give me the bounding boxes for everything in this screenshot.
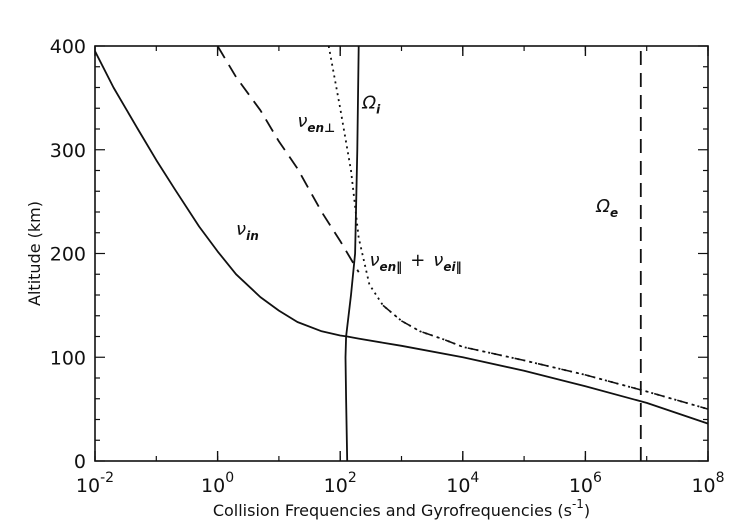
label-nu_en_par_plus_nu_ei_par: νen‖ + νei‖ (369, 250, 461, 274)
x-axis: 10-2 100 102 104 106 108 (76, 46, 725, 497)
x-tick-label: 104 (446, 470, 479, 497)
x-tick-label: 108 (691, 470, 724, 497)
label-Omega_i: Ωi (361, 92, 381, 116)
y-tick-label: 100 (50, 347, 86, 369)
plot-frame (94, 45, 709, 462)
series-Omega_i (344, 45, 360, 462)
label-Omega_e: Ωe (595, 196, 618, 220)
x-tick-label: 100 (201, 470, 234, 497)
series-nu-en-par-dashdot (382, 304, 709, 410)
series-nu_in (94, 50, 709, 425)
plot-border (94, 45, 709, 462)
y-tick-label: 400 (50, 36, 86, 58)
y-axis-title: Altitude (km) (25, 201, 44, 306)
x-tick-label: 10-2 (76, 470, 114, 497)
x-tick-label: 102 (324, 470, 357, 497)
y-tick-label: 300 (50, 140, 86, 162)
x-tick-label: 106 (569, 470, 602, 497)
y-axis: 0 100 200 300 400 (50, 36, 708, 473)
curve-labels: νin νen⊥ νen‖ + νei‖ Ωi Ωe (236, 92, 618, 274)
curves (94, 45, 709, 462)
label-nu_in: νin (236, 219, 259, 243)
label-nu_en_perp: νen⊥ (297, 111, 335, 135)
series-nu_en_par_plus_nu_ei_par (327, 45, 709, 410)
x-axis-title: Collision Frequencies and Gyrofrequencie… (213, 497, 590, 520)
y-tick-label: 0 (74, 451, 86, 473)
y-tick-label: 200 (50, 244, 86, 266)
series-nu_en_perp (216, 45, 360, 273)
